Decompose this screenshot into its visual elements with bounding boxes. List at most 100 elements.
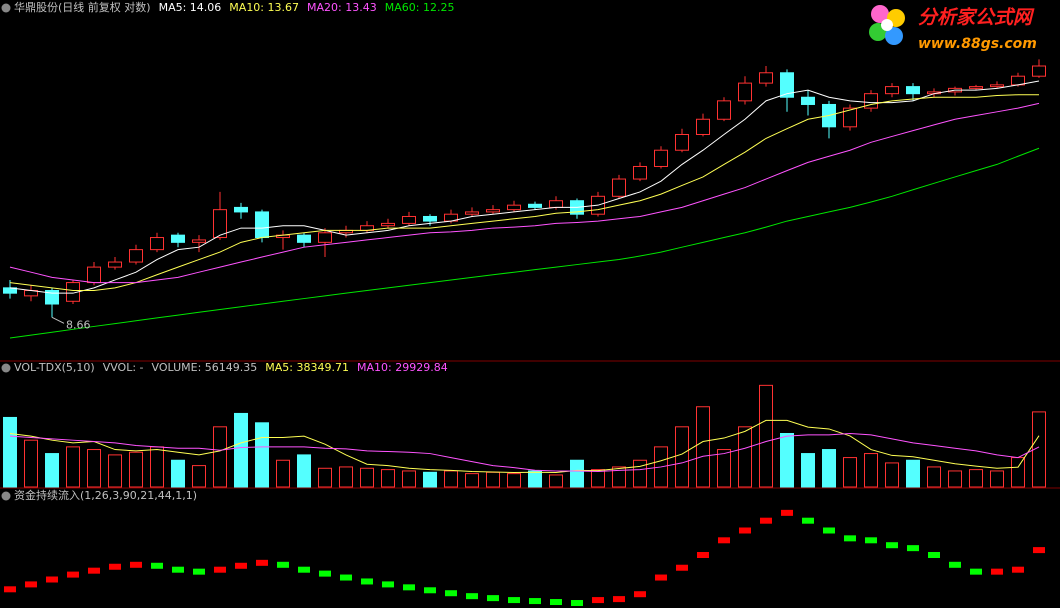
logo-center <box>881 19 893 31</box>
flow-mark <box>214 566 226 573</box>
header-text: MA10: 13.67 <box>229 1 299 14</box>
volume-bar <box>360 467 374 488</box>
flow-mark <box>655 574 667 581</box>
volume-bar <box>318 467 332 488</box>
volume-bar <box>129 451 143 488</box>
volume-bar <box>528 470 542 488</box>
candle-body <box>171 234 185 243</box>
volume-bar <box>507 473 521 488</box>
candle-body <box>549 200 563 208</box>
flow-mark <box>676 564 688 571</box>
flow-mark <box>193 568 205 575</box>
flow-mark <box>298 566 310 573</box>
panel-icon <box>1 491 11 501</box>
flow-mark <box>1033 547 1045 554</box>
candle-body <box>150 237 164 251</box>
candle-body <box>612 178 626 197</box>
volume-bar <box>948 470 962 488</box>
volume-bar <box>171 459 185 488</box>
volume-bar <box>675 426 689 488</box>
candle-body <box>759 72 773 84</box>
candle-body <box>45 290 59 305</box>
flow-mark <box>928 552 940 558</box>
volume-bar <box>213 426 227 488</box>
volume-bar <box>402 470 416 488</box>
volume-bar <box>465 473 479 488</box>
volume-bar <box>423 471 437 488</box>
flow-mark <box>67 571 79 578</box>
volume-bar <box>780 433 794 488</box>
candle-body <box>633 165 647 180</box>
volume-bar <box>927 466 941 488</box>
volume-bar <box>486 471 500 488</box>
volume-bar <box>969 469 983 488</box>
flow-mark <box>802 517 814 524</box>
candle-body <box>108 261 122 268</box>
flow-mark <box>592 597 604 604</box>
flow-mark <box>970 568 982 575</box>
volume-bar <box>591 469 605 488</box>
candle-body <box>297 234 311 243</box>
flow-mark <box>760 517 772 524</box>
logo: 分析家公式网 www.88gs.com <box>869 5 1037 52</box>
flow-mark <box>277 561 289 568</box>
header-text: MA5: 14.06 <box>159 1 222 14</box>
candle-body <box>1032 65 1046 77</box>
volume-bar <box>696 406 710 488</box>
volume-bar <box>633 459 647 488</box>
volume-bar <box>297 454 311 488</box>
ma-line <box>9 102 1040 284</box>
flow-mark <box>571 600 583 607</box>
flow-mark <box>403 584 415 591</box>
flow-mark <box>739 527 751 534</box>
flow-mark <box>256 559 268 566</box>
logo-petal <box>885 27 903 45</box>
panel-icon <box>1 3 11 13</box>
volume-bar <box>549 474 563 488</box>
candle-body <box>465 211 479 215</box>
candle-body <box>234 206 248 213</box>
volume-bar <box>1011 457 1025 488</box>
volume-bar <box>759 384 773 488</box>
volume-bar <box>192 465 206 488</box>
candle-body <box>507 204 521 211</box>
flow-mark <box>991 568 1003 575</box>
candle-body <box>738 82 752 102</box>
flow-mark <box>151 562 163 569</box>
flow-mark <box>550 599 562 606</box>
candle-body <box>318 232 332 243</box>
volume-bar <box>381 469 395 488</box>
flow-mark <box>781 509 793 516</box>
flow-mark <box>4 586 16 593</box>
ma-line <box>9 147 1040 339</box>
volume-bar <box>1032 411 1046 488</box>
flow-mark <box>424 587 436 594</box>
candle-body <box>213 209 227 239</box>
volume-bar <box>24 439 38 488</box>
volume-bar <box>885 462 899 488</box>
candle-body <box>675 133 689 151</box>
candle-body <box>654 149 668 167</box>
header-text: MA5: 38349.71 <box>265 361 349 374</box>
header-text: VOLUME: 56149.35 <box>152 361 258 374</box>
candle-body <box>969 86 983 89</box>
volume-bar <box>276 459 290 488</box>
volume-bar <box>570 459 584 488</box>
candle-body <box>780 72 794 98</box>
volume-bar <box>612 466 626 488</box>
flow-mark <box>445 590 457 597</box>
annotation-leader <box>51 316 65 324</box>
volume-bar <box>3 416 17 488</box>
candle-body <box>255 211 269 239</box>
flow-mark <box>823 527 835 534</box>
volume-bar <box>906 459 920 488</box>
volume-bar <box>339 466 353 488</box>
flow-mark <box>88 567 100 574</box>
flow-mark <box>109 563 121 570</box>
candle-body <box>528 203 542 208</box>
flow-mark <box>130 561 142 568</box>
header-text: MA60: 12.25 <box>385 1 455 14</box>
ma-line <box>9 80 1040 294</box>
